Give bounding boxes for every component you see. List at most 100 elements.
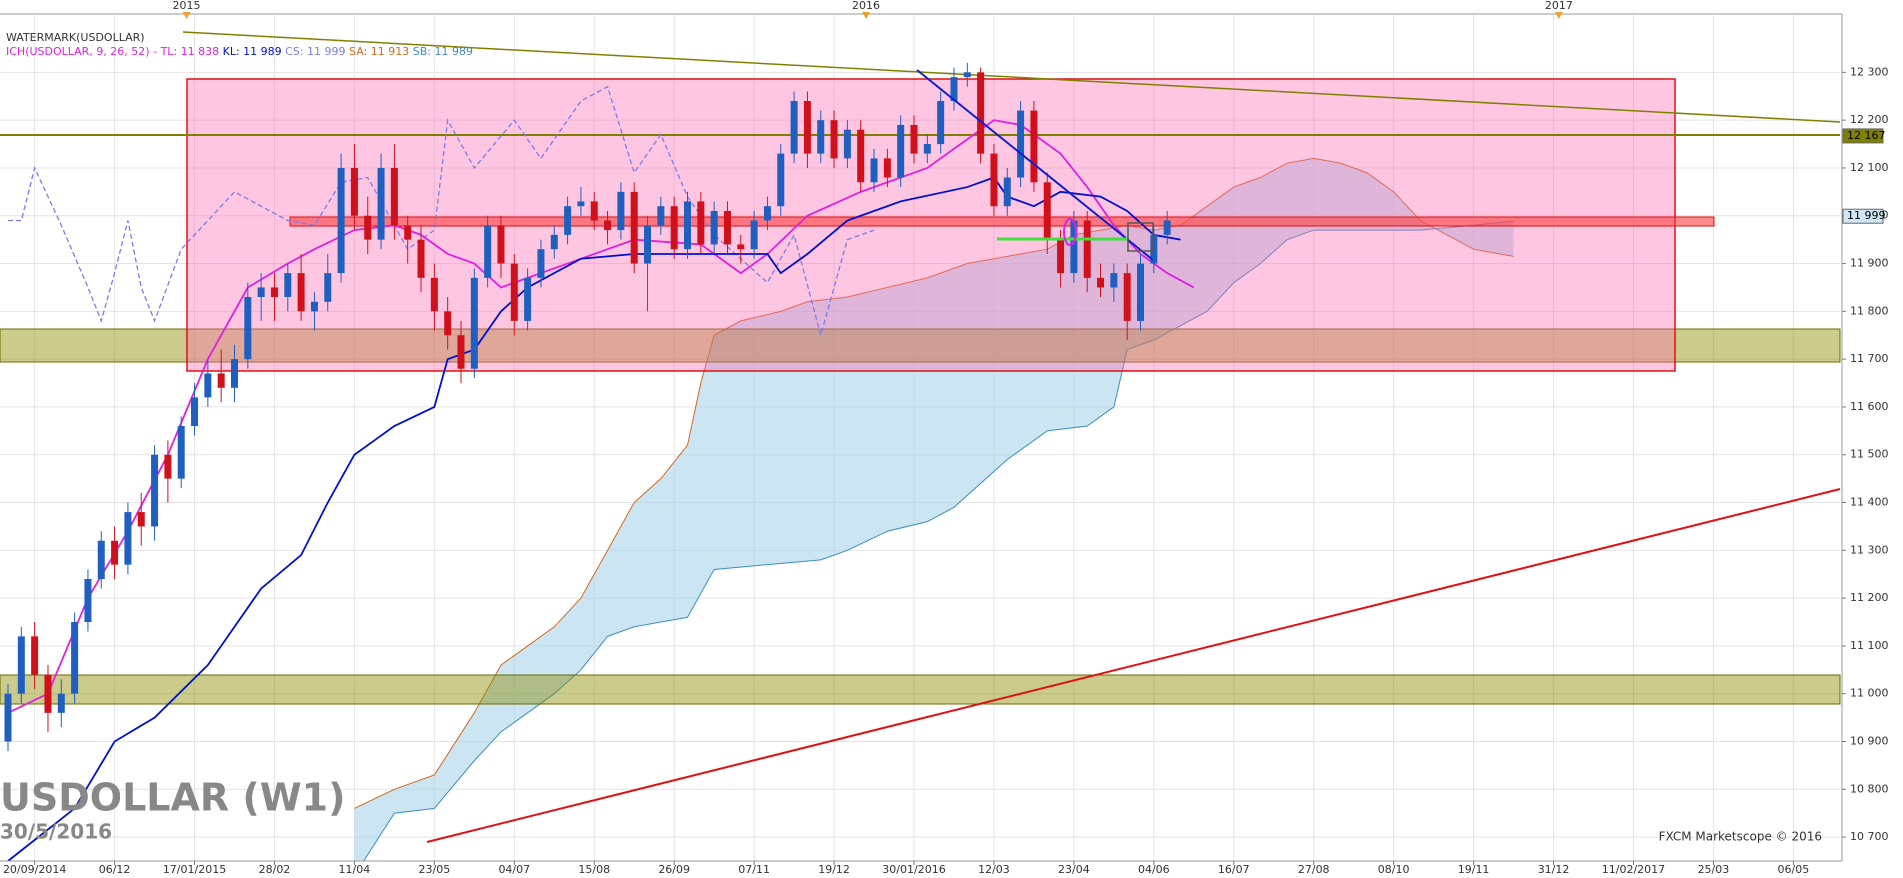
y-tick-label: 10 900	[1850, 735, 1889, 748]
x-tick-label: 11/02/2017	[1602, 863, 1665, 876]
candle-body	[750, 220, 758, 250]
candle-body	[830, 120, 838, 159]
support-zone	[0, 674, 1841, 705]
candle-body	[763, 206, 771, 221]
candle-body	[1110, 273, 1118, 288]
indicator-line	[7, 176, 1181, 862]
candle-body	[857, 129, 865, 183]
candle-body	[257, 287, 265, 297]
y-tick-label: 11 600	[1850, 400, 1889, 413]
candle-body	[910, 124, 918, 154]
y-tick-label: 11 300	[1850, 543, 1889, 556]
legend: ICH(USDOLLAR, 9, 26, 52) - TL: 11 838 KL…	[6, 45, 473, 58]
price-marker	[1842, 128, 1884, 144]
axes: 10 700 10 800 10 900 11 000 11 100 11 200 11 3…	[3, 0, 1889, 876]
candle-body	[457, 335, 465, 369]
cloud-edge	[354, 157, 1514, 809]
price-marker-label: 11 999	[1847, 209, 1886, 222]
candle-body	[564, 206, 572, 235]
candle-body	[390, 167, 398, 226]
price-marker-label: 12 167	[1847, 129, 1886, 142]
x-tick-label: 20/09/2014	[3, 863, 66, 876]
cloud-fill	[354, 158, 1514, 876]
candle-body	[284, 273, 292, 297]
candle-body	[963, 72, 971, 78]
marker-ellipse	[1063, 218, 1077, 246]
candle-body	[430, 277, 438, 312]
y-tick-label: 12 300	[1850, 65, 1889, 78]
candle-body	[977, 72, 985, 154]
candle-body	[1123, 273, 1131, 321]
candle-body	[604, 220, 612, 231]
y-tick-label: 10 800	[1850, 782, 1889, 795]
legend-item: KL: 11 989	[223, 45, 282, 58]
indicator-line	[7, 85, 875, 338]
x-tick-label: 19/11	[1458, 863, 1490, 876]
support-zone	[0, 328, 1841, 363]
candle-body	[470, 277, 478, 369]
price-marker	[1842, 208, 1884, 224]
x-tick-label: 17/01/2015	[163, 863, 226, 876]
year-marker	[862, 12, 871, 19]
x-tick-label: 28/02	[259, 863, 291, 876]
indicator-lines	[7, 85, 1195, 862]
y-tick-label: 11 000	[1850, 687, 1889, 700]
candle-body	[537, 249, 545, 278]
y-tick-label: 10 700	[1850, 830, 1889, 843]
candle-body	[337, 167, 345, 274]
candle-body	[790, 101, 798, 154]
legend-item: ICH(USDOLLAR, 9, 26, 52) -	[6, 45, 157, 58]
year-label: 2016	[852, 0, 880, 12]
source: FXCM Marketscope © 2016	[1659, 830, 1822, 844]
candle-body	[84, 579, 92, 623]
candle-body	[1070, 220, 1078, 274]
candle-body	[697, 201, 705, 245]
candle-body	[817, 120, 825, 154]
candle-body	[1043, 182, 1051, 240]
candle-body	[364, 215, 372, 240]
candle-body	[444, 311, 452, 336]
resistance-band	[289, 216, 1715, 227]
candle-body	[124, 512, 132, 565]
candle-body	[550, 234, 558, 250]
year-marker	[182, 12, 191, 19]
candle-body	[1137, 263, 1145, 321]
ichimoku-cloud	[353, 157, 1514, 876]
candle-body	[990, 153, 998, 207]
candle-body	[44, 674, 52, 713]
candle-body	[177, 426, 185, 479]
candle-body	[657, 206, 665, 226]
chart-subtitle: 30/5/2016	[0, 820, 112, 844]
legend-title: WATERMARK(USDOLLAR)	[6, 31, 145, 44]
indicator-line	[7, 119, 1195, 714]
candle-body	[4, 693, 12, 742]
drawings	[0, 31, 1841, 843]
candle-body	[137, 512, 145, 527]
candle-body	[510, 263, 518, 321]
candle-body	[870, 158, 878, 183]
y-tick-label: 11 900	[1850, 257, 1889, 270]
candle-body	[684, 201, 692, 250]
candle-body	[644, 225, 652, 264]
candle-body	[57, 693, 65, 713]
candle-body	[17, 636, 25, 694]
candle-body	[111, 540, 119, 565]
candle-body	[1003, 177, 1011, 207]
candle-body	[1017, 110, 1025, 178]
candle-body	[777, 153, 785, 207]
candle-body	[484, 225, 492, 278]
trend-line	[182, 31, 1841, 123]
candle-body	[937, 101, 945, 145]
y-tick-label: 11 700	[1850, 352, 1889, 365]
x-tick-label: 23/05	[419, 863, 451, 876]
marker-box	[1127, 222, 1154, 252]
x-tick-label: 25/03	[1698, 863, 1730, 876]
candle-body	[151, 454, 159, 527]
annotations	[916, 69, 1154, 261]
candle-body	[1057, 239, 1065, 274]
candle-body	[950, 77, 958, 102]
candle-body	[617, 191, 625, 231]
candle-body	[270, 287, 278, 297]
x-tick-label: 19/12	[818, 863, 850, 876]
